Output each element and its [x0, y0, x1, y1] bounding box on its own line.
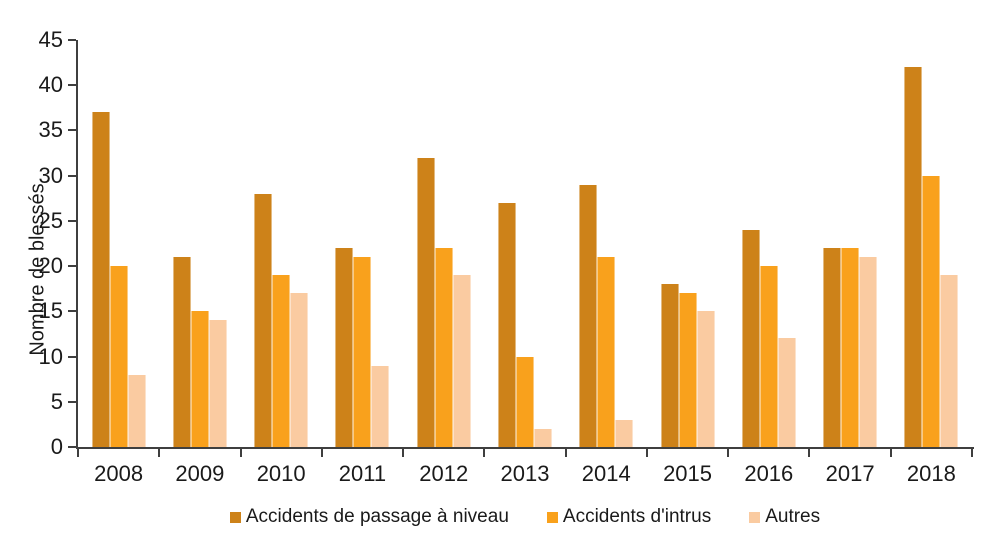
y-tick-label: 5 — [50, 388, 63, 414]
legend-label: Accidents de passage à niveau — [245, 506, 509, 527]
y-tick-label: 20 — [38, 253, 63, 279]
legend-label: Accidents d'intrus — [562, 506, 712, 527]
y-tick-label: 15 — [38, 298, 63, 324]
x-tick — [889, 449, 892, 457]
bar-2015-series3 — [696, 311, 715, 447]
x-tick — [158, 449, 161, 457]
x-tick — [645, 449, 648, 457]
bar-2009-series3 — [208, 320, 227, 447]
bar-2012-series2 — [434, 248, 453, 447]
bar-2013-series2 — [516, 356, 534, 447]
legend-item-series3: Autres — [749, 506, 820, 528]
bar-2016-series3 — [777, 338, 796, 447]
bar-2016-series1 — [741, 229, 760, 447]
y-tick — [68, 400, 76, 403]
bar-2017-series1 — [823, 248, 842, 447]
y-tick — [68, 39, 76, 41]
y-tick — [68, 355, 76, 358]
x-tick — [320, 449, 323, 457]
x-tick — [77, 449, 79, 457]
legend-swatch-icon — [229, 511, 241, 523]
y-tick-label: 25 — [38, 207, 63, 233]
bar-2015-series1 — [660, 284, 679, 447]
bar-2012-series3 — [452, 275, 471, 447]
x-tick — [402, 449, 405, 457]
y-tick — [68, 219, 76, 222]
bar-2015-series2 — [678, 293, 697, 447]
bar-2016-series2 — [759, 266, 778, 447]
bar-2014-series3 — [615, 419, 634, 447]
legend: Accidents de passage à niveau Accidents d… — [78, 506, 972, 528]
bar-2014-series1 — [579, 184, 598, 447]
x-axis-line — [76, 447, 974, 449]
bar-2017-series2 — [841, 248, 860, 447]
x-tick — [564, 449, 567, 457]
bar-2013-series3 — [534, 428, 552, 447]
x-category-label: 2013 — [500, 461, 550, 486]
y-tick — [68, 174, 76, 177]
y-tick-label: 40 — [38, 72, 63, 98]
bar-2011-series1 — [335, 248, 354, 447]
x-tick — [483, 449, 486, 457]
x-category-label: 2018 — [906, 461, 956, 486]
x-category-label: 2010 — [256, 461, 306, 486]
y-tick — [68, 84, 76, 87]
legend-item-series1: Accidents de passage à niveau — [229, 506, 509, 528]
bar-2018-series3 — [940, 275, 959, 447]
x-category-label: 2016 — [744, 461, 794, 486]
y-tick — [68, 265, 76, 268]
y-tick-label: 30 — [38, 162, 63, 188]
bar-2008-series2 — [109, 266, 128, 447]
y-tick-label: 35 — [38, 117, 63, 143]
x-category-label: 2008 — [94, 461, 144, 486]
bar-2014-series2 — [597, 257, 616, 447]
bar-2018-series2 — [922, 175, 941, 447]
x-category-label: 2014 — [581, 461, 631, 486]
bar-2013-series1 — [498, 202, 516, 447]
legend-swatch-icon — [546, 511, 558, 523]
y-tick — [68, 446, 76, 448]
x-tick — [727, 449, 730, 457]
bar-2011-series2 — [353, 257, 372, 447]
y-tick — [68, 129, 76, 132]
x-category-label: 2009 — [175, 461, 225, 486]
bar-2008-series1 — [91, 112, 110, 447]
x-tick — [808, 449, 811, 457]
bar-2011-series3 — [371, 365, 390, 447]
y-tick-label: 45 — [38, 27, 63, 52]
y-tick-label: 10 — [38, 343, 63, 369]
bar-2010-series1 — [254, 193, 273, 447]
x-category-label: 2017 — [825, 461, 875, 486]
y-tick — [68, 310, 76, 313]
legend-label: Autres — [765, 506, 821, 527]
bar-2018-series1 — [904, 67, 923, 447]
x-category-label: 2015 — [663, 461, 713, 486]
x-category-label: 2011 — [338, 461, 387, 486]
legend-item-series2: Accidents d'intrus — [546, 506, 712, 528]
bar-2010-series3 — [290, 293, 309, 447]
legend-swatch-icon — [749, 511, 761, 523]
x-tick — [971, 449, 973, 457]
bar-2010-series2 — [272, 275, 291, 447]
bar-2017-series3 — [859, 257, 878, 447]
bar-2009-series2 — [190, 311, 209, 447]
x-category-label: 2012 — [419, 461, 469, 486]
x-tick — [239, 449, 242, 457]
y-tick-label: 0 — [50, 434, 63, 459]
bar-2012-series1 — [416, 157, 435, 447]
bar-2009-series1 — [172, 257, 191, 447]
y-axis-line — [76, 40, 78, 449]
bar-2008-series3 — [127, 374, 146, 447]
